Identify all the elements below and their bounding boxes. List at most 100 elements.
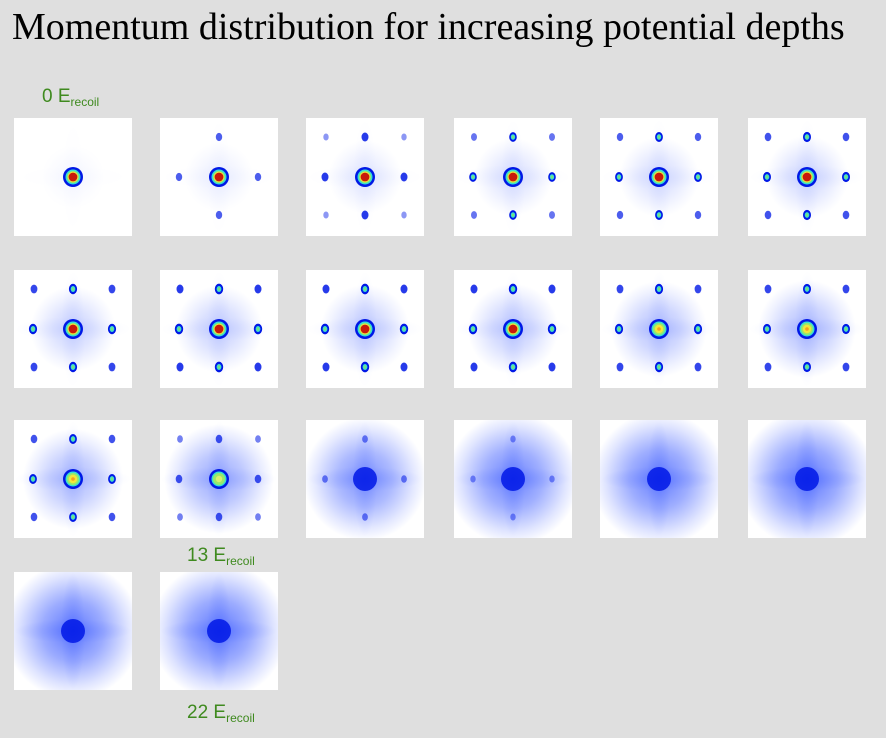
peak-corner-tr [108,434,116,444]
peak-left [470,475,476,483]
peak-corner-br [549,211,555,219]
peak-left [763,323,771,335]
peak-corner-bl [764,362,772,372]
momentum-image-19 [14,572,132,690]
peak-right [254,474,262,484]
momentum-image-5 [600,118,718,236]
peak-right [107,323,117,335]
central-peak [353,467,377,491]
momentum-image-3 [306,118,424,236]
peak-bottom [654,361,664,373]
peak-corner-br [255,513,261,521]
momentum-image-15 [306,420,424,538]
peak-top [214,283,224,295]
peak-corner-bl [176,362,184,372]
momentum-image-2 [160,118,278,236]
peak-corner-br [548,362,556,372]
peak-left [614,323,624,335]
peak-bottom [803,209,811,221]
peak-corner-br [842,362,850,372]
peak-corner-tr [842,284,850,294]
peak-left [320,323,330,335]
central-peak [503,167,523,187]
momentum-image-12 [748,270,866,388]
momentum-image-6 [748,118,866,236]
central-peak [501,467,525,491]
peak-top [69,434,77,444]
peak-corner-tr [400,284,408,294]
peak-corner-tr [108,284,116,294]
peak-left [321,172,329,182]
peak-corner-tl [764,132,772,142]
peak-top [508,283,518,295]
peak-corner-tr [255,435,261,443]
central-peak [795,467,819,491]
central-peak [355,319,375,339]
momentum-image-8 [160,270,278,388]
peak-bottom [362,513,368,521]
peak-corner-tl [616,284,624,294]
peak-corner-tl [176,284,184,294]
peak-corner-tr [254,284,262,294]
central-peak [355,167,375,187]
peak-bottom [69,512,77,522]
peak-corner-bl [616,362,624,372]
peak-top [361,132,369,142]
peak-left [469,172,477,182]
depth-label-22: 22 Erecoil [187,702,255,725]
peak-corner-tl [470,284,478,294]
peak-corner-br [694,362,702,372]
peak-corner-tr [401,133,407,141]
central-peak [61,619,85,643]
peak-right [842,323,850,335]
peak-corner-br [254,362,262,372]
central-peak [63,469,83,489]
peak-left [322,475,328,483]
peak-bottom [510,513,516,521]
momentum-image-20 [160,572,278,690]
momentum-image-11 [600,270,718,388]
central-peak [209,319,229,339]
central-peak [209,167,229,187]
central-peak [649,319,669,339]
peak-bottom [360,361,370,373]
peak-right [549,475,555,483]
momentum-image-7 [14,270,132,388]
peak-bottom [508,361,518,373]
momentum-image-1 [14,118,132,236]
peak-top [362,435,368,443]
peak-top [803,131,811,143]
peak-right [253,323,263,335]
peak-top [215,132,223,142]
peak-corner-tl [323,133,329,141]
peak-left [175,172,183,182]
peak-corner-br [108,362,116,372]
depth-label-0: 0 Erecoil [42,86,100,109]
peak-bottom [655,210,663,220]
peak-bottom [214,361,224,373]
peak-corner-tl [322,284,330,294]
peak-bottom [68,361,78,373]
peak-right [400,172,408,182]
peak-right [694,172,702,182]
peak-corner-tl [177,435,183,443]
peak-bottom [361,210,369,220]
peak-corner-br [401,211,407,219]
peak-left [29,474,37,484]
peak-right [108,474,116,484]
peak-bottom [803,361,811,373]
peak-corner-tr [548,284,556,294]
peak-top [68,283,78,295]
peak-corner-tl [616,132,624,142]
peak-corner-tr [694,132,702,142]
peak-bottom [215,210,223,220]
peak-left [175,474,183,484]
momentum-image-9 [306,270,424,388]
momentum-image-17 [600,420,718,538]
peak-corner-bl [470,362,478,372]
peak-corner-tl [764,284,772,294]
central-peak [647,467,671,491]
central-peak [63,319,83,339]
peak-corner-tl [30,284,38,294]
peak-top [360,283,370,295]
